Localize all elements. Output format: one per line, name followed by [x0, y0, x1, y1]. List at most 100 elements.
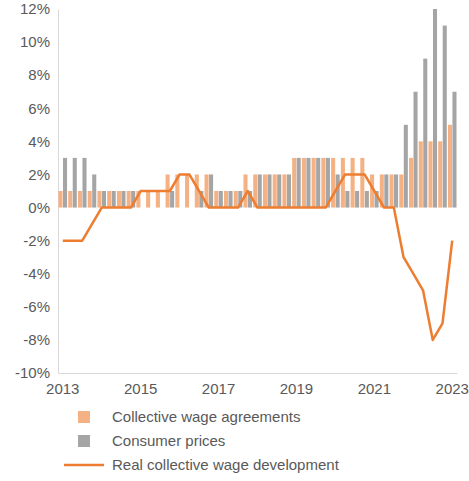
x-tick: 2019 [280, 373, 313, 397]
legend-label: Consumer prices [112, 432, 225, 449]
bar [394, 174, 398, 207]
bar [229, 191, 233, 208]
plot: -10%-8%-6%-4%-2%0%2%4%6%8%10%12%20132015… [15, 0, 469, 396]
y-tick: -4% [23, 265, 58, 282]
bar [419, 141, 423, 207]
bar-series [63, 9, 457, 208]
x-tick-label: 2017 [202, 380, 235, 397]
y-tick-label: 2% [28, 166, 50, 183]
x-tick-label: 2013 [46, 380, 79, 397]
bar [190, 207, 194, 208]
x-tick: 2023 [436, 373, 469, 397]
y-tick-label: -4% [23, 265, 50, 282]
y-tick: 2% [28, 166, 58, 183]
bar [384, 174, 388, 207]
bar [409, 158, 413, 208]
y-tick: 0% [28, 199, 58, 216]
x-tick: 2013 [46, 373, 79, 397]
bar [297, 158, 301, 208]
bar-series [58, 125, 452, 208]
bar [160, 207, 164, 208]
y-tick-label: 10% [20, 33, 50, 50]
bar [321, 158, 325, 208]
y-tick: -6% [23, 298, 58, 315]
y-tick-label: 0% [28, 199, 50, 216]
legend-item: Real collective wage development [64, 456, 340, 473]
y-tick-label: 4% [28, 133, 50, 150]
bar [433, 9, 437, 208]
y-tick-label: 6% [28, 100, 50, 117]
bar [302, 158, 306, 208]
x-tick: 2015 [124, 373, 157, 397]
bar [345, 191, 349, 208]
bar [219, 191, 223, 208]
bar [312, 158, 316, 208]
legend-swatch [78, 435, 90, 447]
bar [97, 191, 101, 208]
legend-swatch [78, 411, 90, 423]
y-tick: 6% [28, 100, 58, 117]
bar [355, 191, 359, 208]
legend-swatch [64, 464, 104, 467]
legend-label: Collective wage agreements [112, 408, 300, 425]
bar [112, 191, 116, 208]
bar [78, 191, 82, 208]
x-tick-label: 2021 [358, 380, 391, 397]
bar [428, 141, 432, 207]
bar [390, 174, 394, 207]
x-tick-label: 2015 [124, 380, 157, 397]
bar [263, 174, 267, 207]
bar [292, 158, 296, 208]
data [58, 9, 456, 340]
y-axis: -10%-8%-6%-4%-2%0%2%4%6%8%10%12% [15, 0, 59, 381]
bar [209, 174, 213, 207]
bar [234, 191, 238, 208]
bar [448, 125, 452, 208]
y-tick-label: -6% [23, 298, 50, 315]
y-tick: -2% [23, 232, 58, 249]
bar [127, 191, 131, 208]
bar [121, 191, 125, 208]
y-tick: -8% [23, 331, 58, 348]
y-tick-label: 12% [20, 0, 50, 17]
x-tick: 2021 [358, 373, 391, 397]
bar [156, 191, 160, 208]
legend-item: Consumer prices [78, 432, 225, 449]
bar [404, 125, 408, 208]
bar [331, 158, 335, 208]
bar [452, 92, 456, 208]
bar [88, 191, 92, 208]
y-tick-label: -8% [23, 331, 50, 348]
chart: -10%-8%-6%-4%-2%0%2%4%6%8%10%12%20132015… [0, 0, 469, 481]
bar [306, 158, 310, 208]
bar [117, 191, 121, 208]
x-tick: 2017 [202, 373, 235, 397]
y-tick: 10% [20, 33, 58, 50]
bar [73, 158, 77, 208]
bar [282, 174, 286, 207]
bar [180, 207, 184, 208]
x-tick-label: 2023 [436, 380, 469, 397]
legend: Collective wage agreements Consumer price… [64, 408, 340, 473]
x-axis-line [59, 373, 458, 374]
bar [68, 191, 72, 208]
y-tick: 12% [20, 0, 58, 17]
bar [414, 92, 418, 208]
bar [267, 174, 271, 207]
bar [107, 191, 111, 208]
legend-item: Collective wage agreements [78, 408, 300, 425]
bar [92, 174, 96, 207]
bar [438, 141, 442, 207]
bar [287, 174, 291, 207]
y-tick: 8% [28, 66, 58, 83]
bar [170, 191, 174, 208]
bar [82, 158, 86, 208]
x-axis: 2013 2015 2017 2019 2021 2023 [46, 373, 469, 397]
bar [141, 207, 145, 208]
bar [102, 191, 106, 208]
bar [273, 174, 277, 207]
y-tick-label: -2% [23, 232, 50, 249]
bar [58, 191, 62, 208]
bar [224, 191, 228, 208]
bar [316, 158, 320, 208]
